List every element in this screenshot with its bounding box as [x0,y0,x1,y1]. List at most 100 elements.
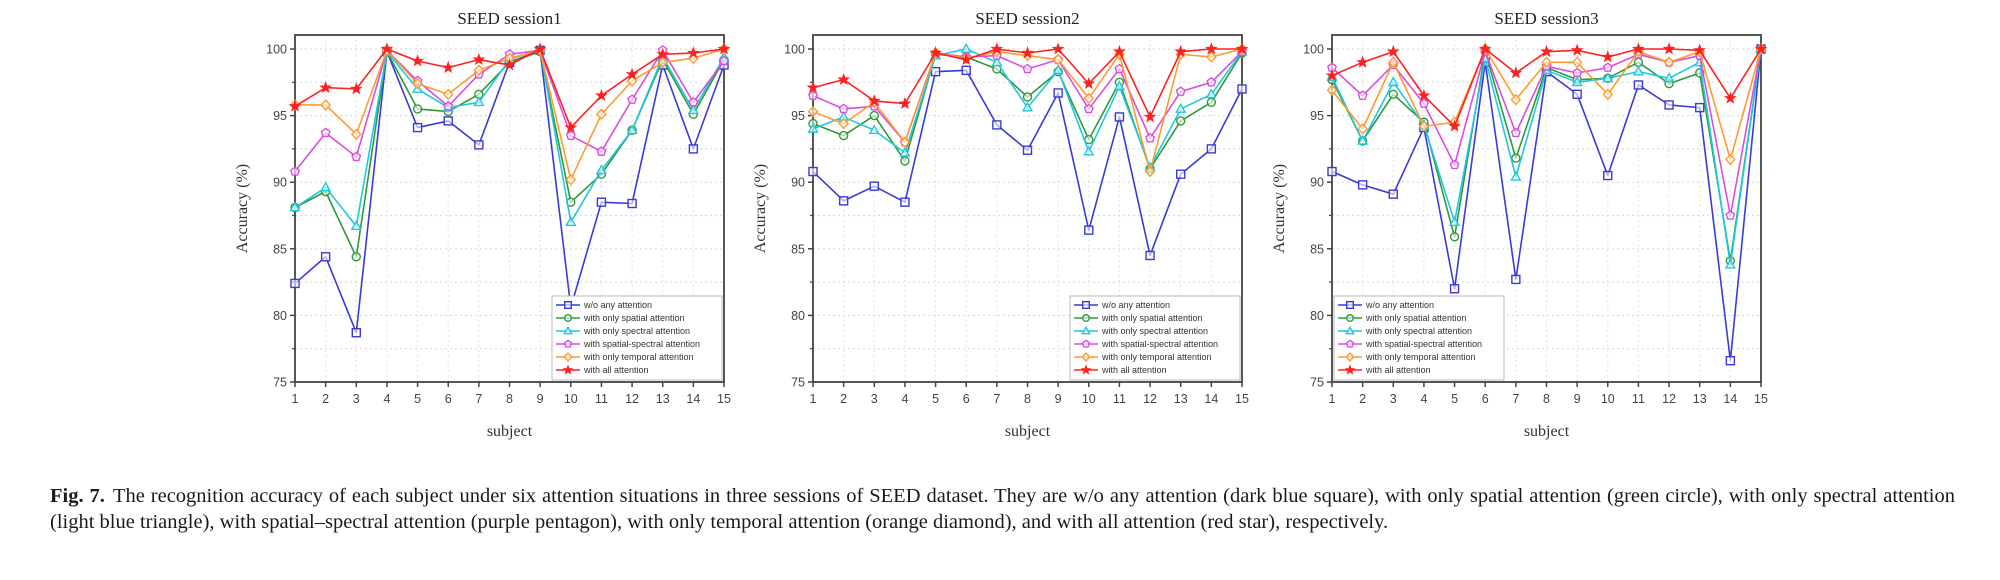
x-tick-label: 15 [1235,392,1249,406]
legend-marker-circle [1345,314,1354,323]
x-tick-label: 1 [292,392,299,406]
data-point-star [898,96,912,110]
data-point-triangle [1205,88,1217,99]
y-axis-label: Accuracy (%) [234,164,251,253]
data-point-diamond [412,77,423,90]
series-5 [1325,42,1768,132]
data-point-square [474,140,484,150]
x-tick-label: 8 [506,392,513,406]
data-point-square [688,144,699,154]
x-tick-label: 6 [963,392,970,406]
data-point-square [808,166,818,177]
data-point-diamond [350,128,362,141]
data-point-square [1388,189,1398,199]
legend-item: with all attention [556,364,649,375]
data-point-diamond [657,56,669,69]
data-point-pentagon [596,146,607,156]
data-point-star [1082,76,1096,90]
legend-marker-star [562,364,574,375]
legend-marker-square [1345,301,1354,310]
data-point-star [1205,42,1218,55]
data-point-star [1478,42,1492,55]
data-point-square [1114,112,1125,122]
data-point-square [1695,102,1705,113]
data-point-diamond [1602,88,1614,101]
y-axis-label: Accuracy (%) [1271,164,1288,253]
data-point-pentagon [688,97,699,107]
data-point-diamond [565,173,577,186]
data-point-circle [1511,153,1521,163]
data-point-star [1235,42,1249,55]
data-point-diamond [1326,84,1338,97]
data-point-square [1084,225,1094,235]
data-point-triangle [565,216,577,227]
y-tick-label: 85 [273,242,287,256]
legend: w/o any attention with only spatial atten… [1069,295,1241,381]
x-tick-label: 11 [595,392,608,406]
data-point-star [1693,43,1707,56]
x-tick-label: 2 [1359,392,1366,406]
legend-marker-square [1081,301,1090,310]
data-point-pentagon [1022,63,1033,74]
data-point-triangle [1663,72,1675,83]
series-5 [806,42,1249,123]
data-point-square [900,197,910,207]
data-point-star [595,88,608,102]
legend-marker-square [564,301,573,310]
data-point-diamond [1725,153,1736,166]
data-point-diamond [838,117,849,130]
data-point-triangle [289,201,301,212]
legend-label: with spatial-spectral attention [1101,339,1218,349]
data-point-triangle [473,96,485,107]
data-point-star [1051,42,1065,55]
series-0 [808,65,1247,261]
data-point-star [1325,68,1339,82]
legend-marker-circle [1081,314,1090,323]
data-point-star [837,72,850,86]
data-point-square [1725,355,1736,366]
data-point-square [412,122,423,133]
data-point-diamond [1357,123,1368,135]
data-point-pentagon [838,103,849,114]
legend-item: with spatial-spectral attention [556,339,700,349]
x-tick-label: 7 [475,392,482,406]
data-point-pentagon [1145,132,1156,143]
legend-marker-circle [564,314,573,323]
legend-label: with only temporal attention [1365,352,1476,362]
data-point-triangle [1083,145,1095,156]
legend-item: with all attention [1074,364,1167,375]
data-point-square [869,181,879,191]
y-tick-label: 80 [791,309,805,323]
data-point-triangle [960,42,972,53]
x-tick-label: 15 [717,392,731,406]
data-point-square [1633,80,1644,90]
x-tick-label: 5 [414,392,421,406]
x-tick-label: 10 [1601,392,1615,406]
data-point-star [1448,119,1461,132]
y-tick-label: 90 [273,176,287,190]
legend-label: with only spatial attention [1365,313,1467,323]
legend-label: with only spectral attention [583,326,690,336]
legend-marker-diamond [1081,352,1091,362]
data-point-triangle [1052,64,1064,75]
x-tick-label: 7 [1512,392,1519,406]
y-tick-label: 100 [784,43,805,57]
legend-item: with only temporal attention [1074,352,1212,362]
data-point-circle [1176,116,1186,126]
y-tick-label: 100 [1303,43,1324,57]
data-point-circle [1449,232,1460,242]
data-point-diamond [807,105,819,118]
data-point-star [625,67,639,80]
data-point-triangle [1387,76,1399,87]
data-point-star [990,42,1004,55]
data-point-circle [1633,57,1644,68]
data-point-triangle [899,146,911,157]
legend-item: with only spatial attention [1074,313,1203,323]
data-point-star [1356,55,1369,68]
data-point-triangle [350,220,362,231]
data-point-diamond [442,88,454,101]
data-point-pentagon [1449,159,1460,170]
legend-label: with all attention [583,365,649,375]
